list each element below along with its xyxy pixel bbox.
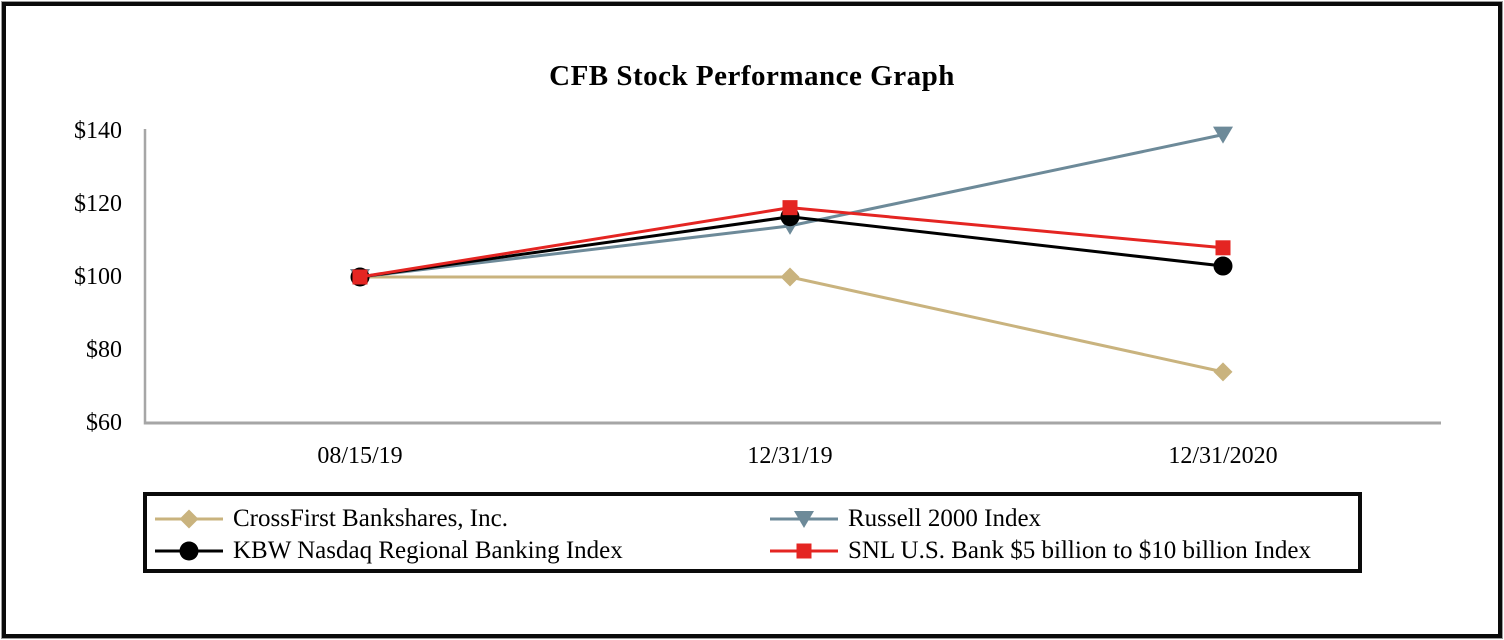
square-marker (1215, 240, 1231, 256)
square-marker (782, 200, 798, 216)
y-tick-label: $100 (74, 264, 122, 290)
square-legend-key-icon (770, 543, 838, 559)
x-tick-label: 12/31/19 (747, 443, 833, 469)
series-3 (352, 200, 1231, 285)
legend-item-1: Russell 2000 Index (770, 503, 1041, 535)
legend-label: Russell 2000 Index (848, 505, 1042, 532)
legend: CrossFirst Bankshares, Inc. KBW Nasdaq Re… (143, 492, 1362, 573)
diamond-marker (780, 267, 800, 287)
y-tick-label: $140 (74, 118, 122, 144)
y-tick-label: $80 (86, 337, 122, 363)
diamond-marker (1213, 362, 1233, 382)
square-marker (352, 269, 368, 285)
diamond-legend-key-icon (155, 509, 223, 529)
legend-item-3: SNL U.S. Bank $5 billion to $10 billion … (770, 535, 1311, 567)
axes (143, 129, 1441, 425)
x-tick-label: 12/31/2020 (1168, 443, 1278, 469)
triangle-down-legend-key-icon (770, 511, 838, 528)
legend-label: SNL U.S. Bank $5 billion to $10 billion … (848, 537, 1311, 564)
y-tick-label: $60 (86, 410, 122, 436)
legend-item-2: KBW Nasdaq Regional Banking Index (155, 535, 623, 567)
y-tick-label: $120 (74, 191, 122, 217)
circle-marker (1213, 256, 1233, 276)
triangle-down-marker (1213, 126, 1233, 144)
legend-item-0: CrossFirst Bankshares, Inc. (155, 503, 508, 535)
chart-title: CFB Stock Performance Graph (549, 60, 955, 92)
legend-label: CrossFirst Bankshares, Inc. (233, 505, 508, 532)
legend-label: KBW Nasdaq Regional Banking Index (233, 537, 623, 564)
circle-legend-key-icon (155, 541, 223, 561)
x-tick-label: 08/15/19 (317, 443, 403, 469)
series-0 (350, 267, 1233, 382)
